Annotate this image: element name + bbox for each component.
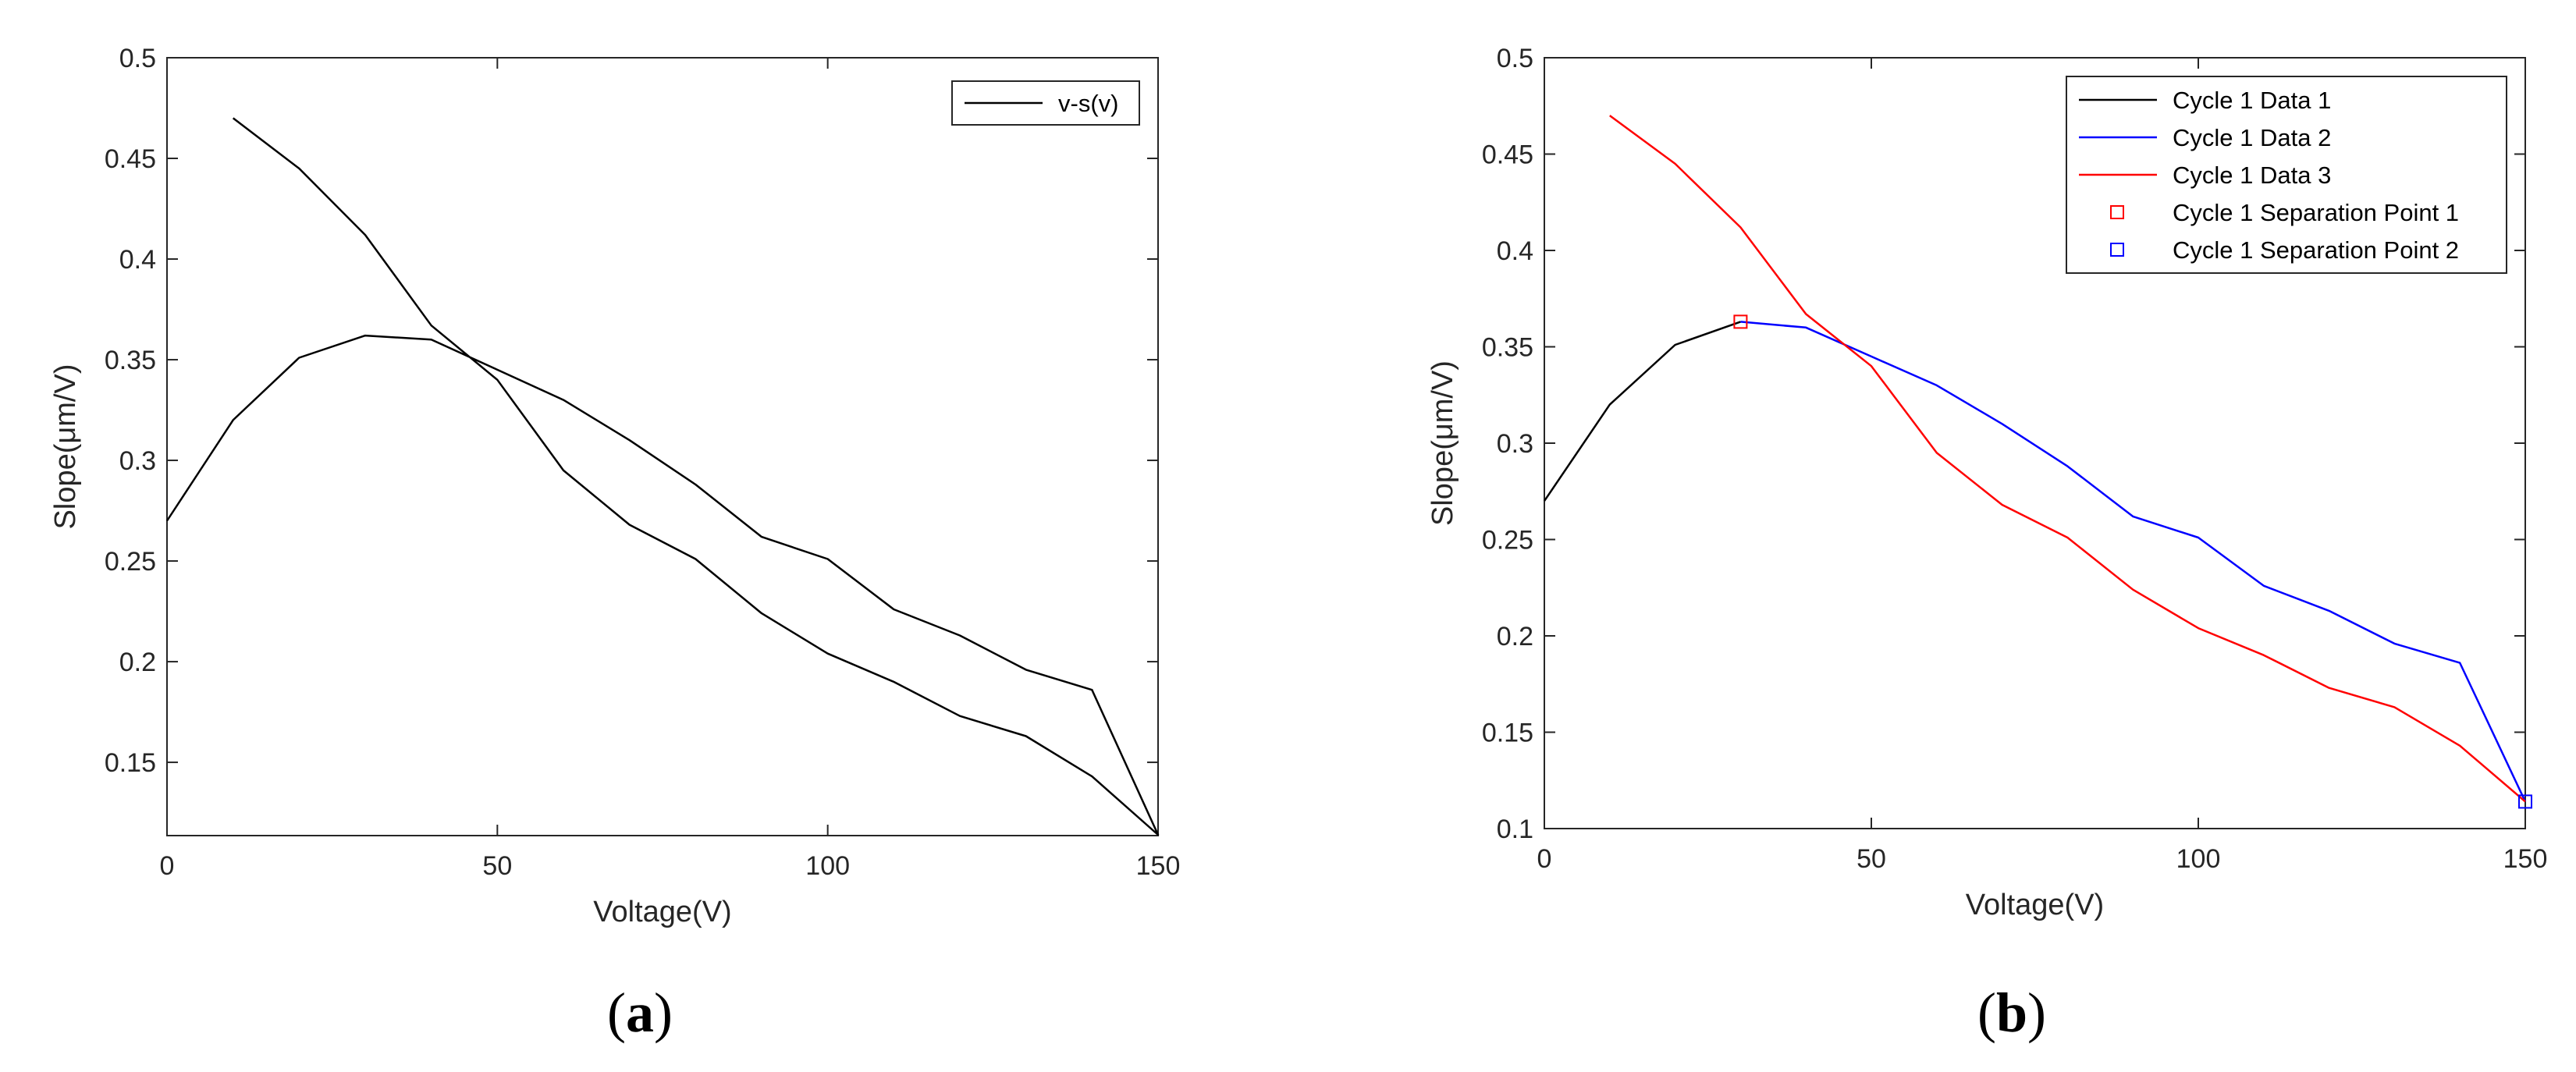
y-tick-label: 0.25: [1482, 526, 1533, 556]
y-tick-label: 0.35: [1482, 333, 1533, 363]
y-tick-label: 0.1: [1497, 815, 1533, 844]
separation-point-marker: [2518, 794, 2532, 809]
y-tick-label: 0.35: [105, 346, 156, 375]
x-tick-label: 150: [1136, 851, 1181, 881]
x-tick-label: 100: [2176, 844, 2221, 874]
x-tick-label: 100: [805, 851, 850, 881]
plot-area-frame: [166, 57, 1159, 836]
x-tick-label: 50: [1856, 844, 1886, 874]
series-line: [1543, 321, 1741, 502]
legend-label: v-s(v): [1058, 90, 1118, 117]
legend-marker: [2110, 243, 2124, 257]
y-tick-label: 0.3: [1497, 429, 1533, 459]
legend-label: Cycle 1 Separation Point 2: [2173, 236, 2459, 264]
separation-point-marker: [1733, 314, 1748, 329]
panel-label: (b): [1977, 981, 2046, 1044]
chart-panel-a: 0 50 100 150 0.15 0.2 0.25 0.3 0.35 0.4 0.45 0.5 Vol…: [49, 44, 1180, 1044]
y-tick-label: 0.2: [119, 648, 156, 677]
panel-label-close-paren: ): [654, 981, 673, 1044]
legend-marker: [2110, 205, 2124, 219]
legend-label: Cycle 1 Separation Point 1: [2173, 199, 2459, 226]
y-axis-label: Slope(μm/V): [49, 364, 82, 530]
x-axis-label: Voltage(V): [593, 896, 731, 928]
panel-label: (a): [607, 981, 673, 1044]
x-tick-label: 150: [2503, 844, 2548, 874]
y-tick-label: 0.4: [119, 245, 156, 275]
y-tick-label: 0.5: [119, 44, 156, 73]
y-tick-label: 0.45: [105, 144, 156, 174]
series-line: [165, 117, 1160, 836]
legend-label: Cycle 1 Data 1: [2173, 87, 2331, 114]
y-tick-label: 0.4: [1497, 236, 1533, 266]
series-line: [1740, 321, 2527, 802]
panel-label-letter: b: [1996, 981, 2027, 1044]
panel-label-close-paren: ): [2027, 981, 2046, 1044]
panel-label-letter: a: [626, 981, 654, 1044]
series-line: [1609, 115, 2526, 803]
x-tick-label: 0: [1537, 844, 1552, 874]
y-tick-label: 0.25: [105, 547, 156, 577]
y-axis-label: Slope(μm/V): [1427, 360, 1459, 526]
x-axis-label: Voltage(V): [1966, 889, 2104, 921]
legend-label: Cycle 1 Data 2: [2173, 124, 2331, 151]
panel-label-open-paren: (: [607, 981, 626, 1044]
chart-panel-b: 0 50 100 150 0.1 0.15 0.2 0.25 0.3 0.35 0.4 0.45 0.5…: [1427, 44, 2547, 1044]
y-tick-label: 0.2: [1497, 622, 1533, 651]
y-tick-label: 0.15: [105, 748, 156, 778]
y-tick-label: 0.5: [1497, 44, 1533, 73]
y-tick-label: 0.45: [1482, 140, 1533, 170]
y-tick-label: 0.3: [119, 446, 156, 476]
x-tick-label: 50: [482, 851, 512, 881]
x-tick-label: 0: [160, 851, 175, 881]
y-tick-label: 0.15: [1482, 719, 1533, 748]
panel-label-open-paren: (: [1977, 981, 1996, 1044]
legend-label: Cycle 1 Data 3: [2173, 162, 2331, 189]
